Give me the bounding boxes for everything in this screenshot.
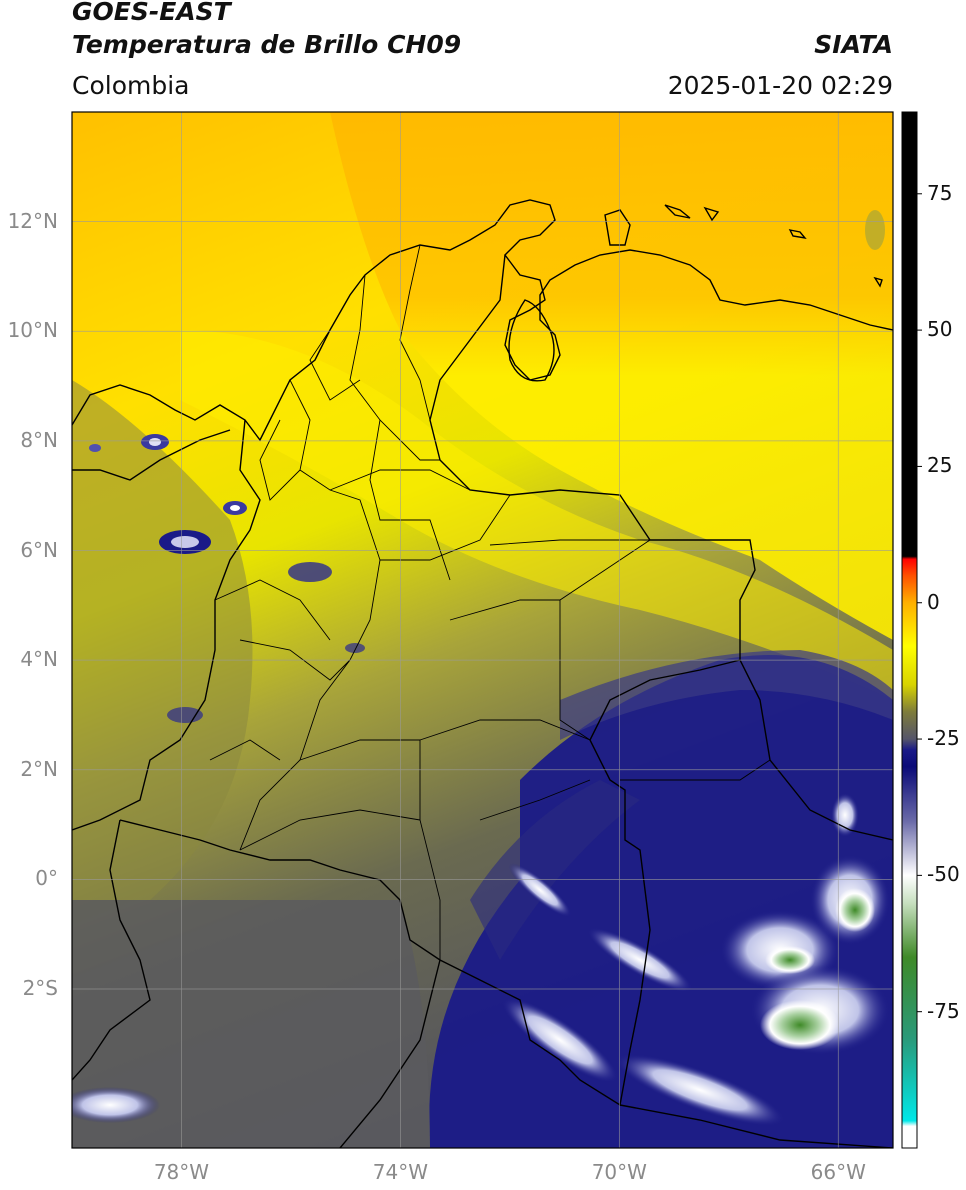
colorbar [902, 112, 922, 1148]
satellite-title: GOES-EAST [72, 0, 231, 26]
colorbar-tick-label: -75 [927, 998, 960, 1023]
colorbar-tick-label: 50 [927, 317, 953, 342]
datetime-label: 2025-01-20 02:29 [667, 71, 893, 100]
colorbar-gradient [902, 112, 917, 1148]
lat-tick-label: 0° [35, 866, 58, 891]
product-title: Temperatura de Brillo CH09 [72, 30, 462, 59]
region-label: Colombia [72, 71, 190, 100]
colorbar-tick-label: 25 [927, 453, 953, 478]
agency-label: SIATA [814, 30, 893, 59]
colorbar-frame [901, 111, 918, 1149]
lon-tick-label: 78°W [153, 1160, 210, 1184]
lon-tick-label: 66°W [810, 1160, 866, 1184]
colorbar-tick-label: 75 [927, 180, 953, 205]
satellite-imagery-layer [72, 112, 893, 1148]
lat-tick-label: 2°N [20, 756, 58, 781]
lon-tick-label: 70°W [591, 1160, 647, 1184]
lat-tick-label: 8°N [20, 427, 58, 452]
lat-tick-label: 4°N [20, 647, 58, 672]
graticule [72, 112, 893, 1148]
lat-tick-label: 6°N [20, 537, 58, 562]
colorbar-tick-label: -25 [927, 726, 960, 751]
map-frame [71, 111, 894, 1149]
lat-tick-label: 2°S [22, 976, 58, 1001]
lon-tick-label: 74°W [372, 1160, 428, 1184]
country-borders [72, 199, 893, 1148]
colorbar-tick-label: 0 [927, 589, 940, 614]
lat-tick-label: 12°N [7, 208, 58, 233]
department-borders [209, 244, 771, 960]
lat-tick-label: 10°N [7, 318, 58, 343]
colorbar-tick-label: -50 [927, 862, 960, 887]
